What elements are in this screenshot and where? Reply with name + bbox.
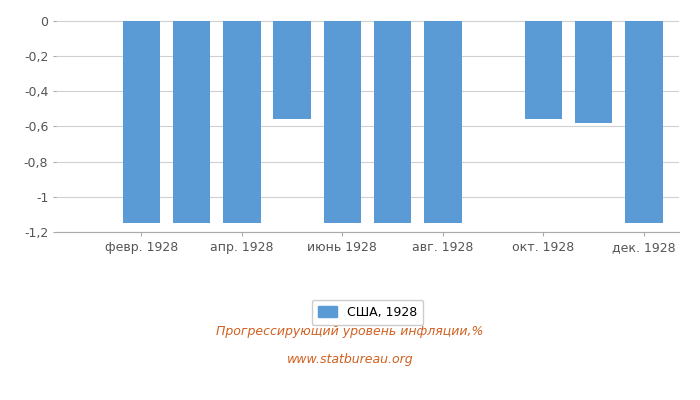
Bar	[374, 21, 412, 223]
Bar	[575, 21, 612, 123]
Bar	[524, 21, 562, 119]
Text: Прогрессирующий уровень инфляции,%: Прогрессирующий уровень инфляции,%	[216, 326, 484, 338]
Legend: США, 1928: США, 1928	[312, 300, 424, 325]
Bar	[173, 21, 211, 223]
Bar	[625, 21, 663, 223]
Bar	[323, 21, 361, 223]
Bar	[122, 21, 160, 223]
Bar	[223, 21, 260, 223]
Text: www.statbureau.org: www.statbureau.org	[287, 354, 413, 366]
Bar	[273, 21, 311, 119]
Bar	[424, 21, 462, 223]
